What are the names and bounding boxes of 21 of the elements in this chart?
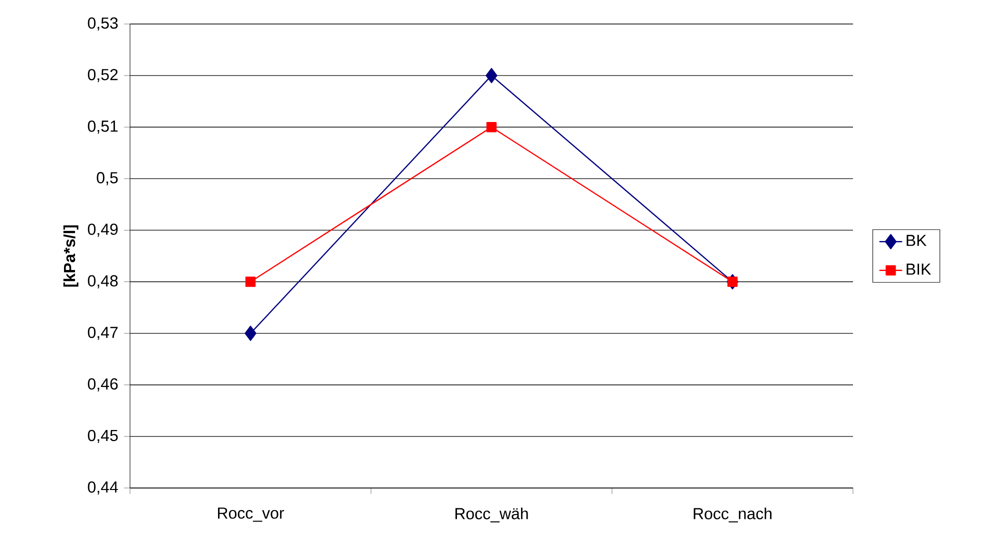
- y-tick-label: 0,47: [88, 326, 118, 340]
- x-tick-label: Rocc_nach: [694, 508, 772, 522]
- point: [244, 326, 256, 341]
- y-tick-label: 0,52: [88, 68, 118, 82]
- point: [245, 276, 256, 287]
- x-tick-label: Rocc_vor: [218, 508, 284, 522]
- legend-label: BK: [906, 234, 927, 246]
- point: [486, 68, 498, 84]
- x-tick-label: Rocc_wäh: [455, 508, 528, 522]
- y-tick-label: 0,48: [88, 275, 118, 288]
- y-tick-label: 0,51: [88, 120, 118, 134]
- point: [727, 276, 738, 287]
- y-tick-label: 0,53: [88, 17, 118, 31]
- y-tick-label: 0,46: [88, 378, 118, 392]
- legend-label: BIK: [906, 264, 932, 275]
- point: [486, 122, 497, 132]
- y-tick-label: 0,45: [88, 430, 118, 444]
- y-tick-label: 0,49: [88, 224, 118, 237]
- y-axis-title: [kPa*s/l]: [63, 225, 78, 287]
- y-tick-label: 0,44: [88, 481, 118, 495]
- y-tick-label: 0,5: [96, 172, 118, 186]
